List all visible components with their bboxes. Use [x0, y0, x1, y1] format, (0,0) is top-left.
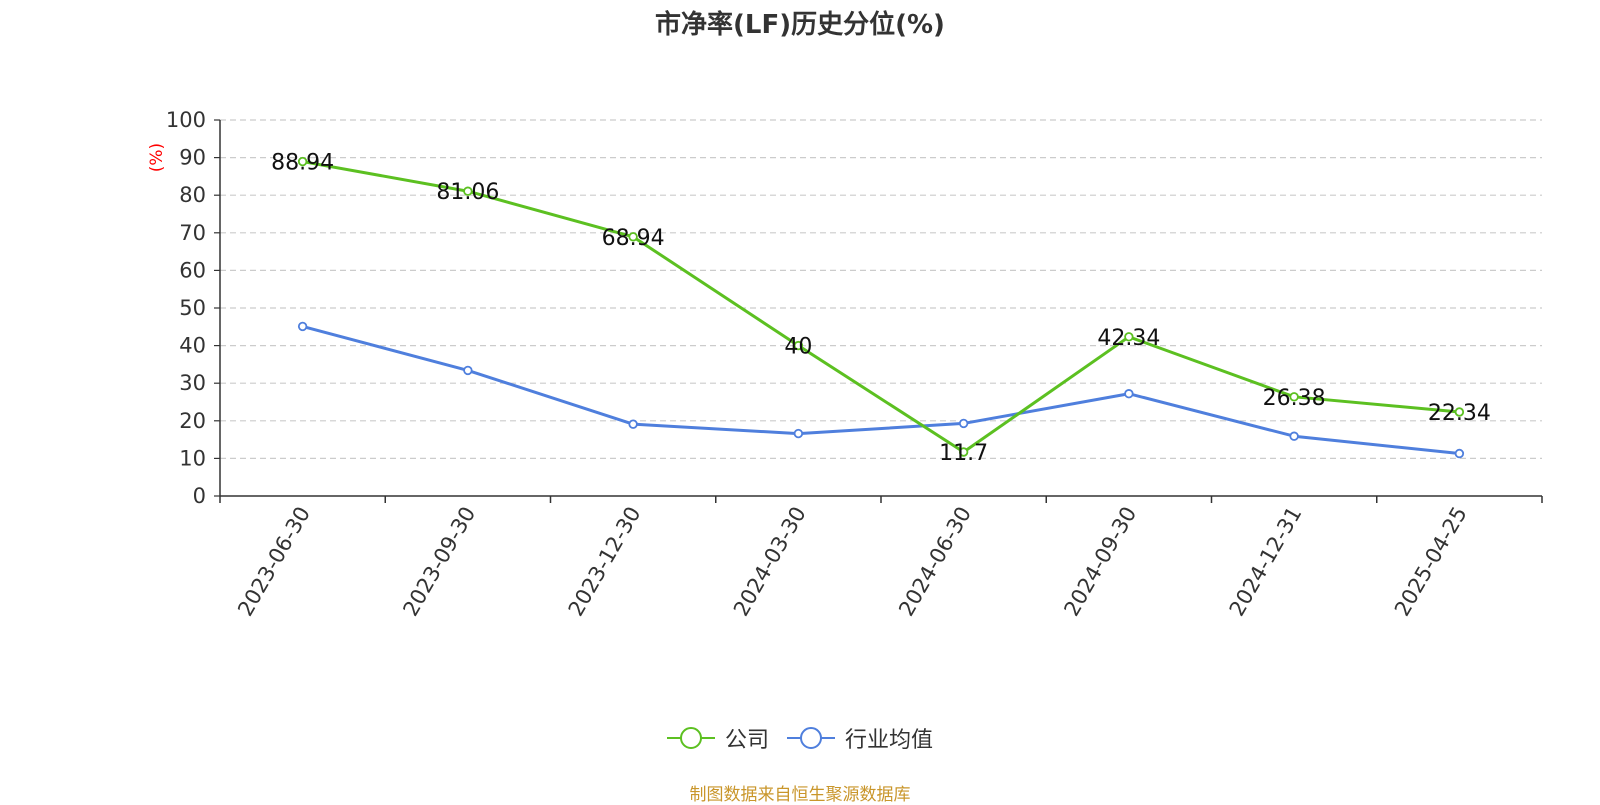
- y-tick-label: 60: [179, 258, 206, 282]
- y-tick-label: 100: [166, 108, 206, 132]
- legend-industry-icon: [787, 727, 835, 749]
- data-point-industry[interactable]: [297, 321, 308, 332]
- y-tick-label: 40: [179, 334, 206, 358]
- data-point-company[interactable]: [628, 232, 638, 242]
- legend-industry-label: 行业均值: [845, 728, 934, 753]
- data-point-company[interactable]: [1124, 332, 1134, 342]
- data-label-company: 26.38: [1263, 386, 1326, 411]
- y-tick-label: 30: [179, 371, 206, 395]
- data-point-company[interactable]: [958, 447, 969, 457]
- x-tick-label: 2023-09-30: [398, 503, 480, 621]
- data-label-company: 11.7: [939, 441, 988, 466]
- source-note: 制图数据来自恒生聚源数据库: [689, 785, 911, 805]
- legend-company-icon: [666, 727, 715, 749]
- y-axis-unit-label: (%): [147, 143, 167, 172]
- data-point-industry[interactable]: [793, 428, 804, 439]
- legend-item-industry[interactable]: 行业均值: [787, 722, 933, 754]
- data-point-industry[interactable]: [1289, 431, 1299, 441]
- axes: 0 10 20 30 40 50 60 70 80 90 100 (%) 2023-06-30 2023-…: [147, 108, 1543, 621]
- data-point-company[interactable]: [793, 340, 804, 351]
- series-line-company: [302, 160, 1460, 454]
- y-tick-label: 20: [179, 409, 206, 433]
- y-tick-label: 10: [179, 446, 206, 470]
- x-tick-label: 2023-06-30: [233, 503, 315, 621]
- legend-industry-circle: [800, 727, 822, 749]
- series-lines: [297, 156, 1465, 459]
- y-tick-label: 90: [179, 146, 206, 170]
- data-label-company: 40: [784, 335, 812, 360]
- data-point-industry[interactable]: [463, 365, 473, 376]
- data-point-industry[interactable]: [628, 419, 638, 429]
- y-tick-label: 0: [193, 484, 206, 508]
- data-point-industry[interactable]: [958, 418, 969, 429]
- data-point-company[interactable]: [1289, 392, 1299, 402]
- legend-item-company[interactable]: 公司: [666, 722, 769, 754]
- data-point-industry[interactable]: [1124, 389, 1134, 399]
- legend-company-circle: [679, 727, 702, 749]
- y-tick-label: 80: [179, 183, 206, 207]
- data-point-company[interactable]: [297, 156, 308, 167]
- data-label-company: 88.94: [271, 151, 334, 176]
- data-label-company: 42.34: [1097, 326, 1160, 351]
- x-tick-label: 2025-04-25: [1390, 503, 1472, 621]
- data-point-company[interactable]: [1454, 407, 1465, 417]
- grid-lines: [220, 119, 1542, 459]
- x-tick-label: 2024-06-30: [894, 503, 976, 621]
- data-label-company: 68.94: [602, 226, 665, 251]
- data-point-company[interactable]: [463, 186, 473, 196]
- data-label-company: 81.06: [436, 180, 499, 205]
- y-tick-label: 50: [179, 296, 206, 320]
- series-line-industry: [302, 324, 1460, 456]
- data-point-industry[interactable]: [1454, 448, 1465, 459]
- y-tick-label: 70: [179, 221, 206, 245]
- x-tick-label: 2024-09-30: [1059, 503, 1141, 621]
- data-labels: 88.94 81.06 68.94 40 11.7 42.34 26.38 22.34: [271, 151, 1491, 466]
- x-tick-label: 2024-12-31: [1225, 503, 1307, 621]
- legend-company-label: 公司: [724, 728, 769, 753]
- data-label-company: 22.34: [1428, 401, 1491, 426]
- legend: 公司 行业均值: [0, 722, 1600, 754]
- x-tick-label: 2024-03-30: [729, 503, 811, 621]
- x-tick-label: 2023-12-30: [564, 503, 646, 621]
- chart-title: 市净率(LF)历史分位(%): [655, 10, 945, 40]
